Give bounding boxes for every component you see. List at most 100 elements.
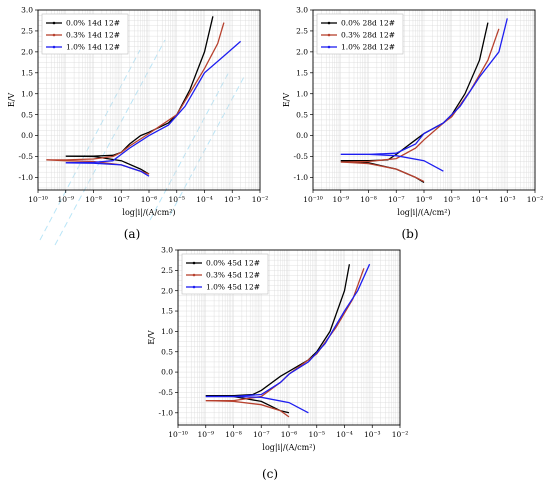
x-tick-label: 10⁻⁹	[57, 195, 74, 204]
y-tick-label: 0.5	[161, 347, 173, 356]
y-tick-label: 1.0	[161, 327, 173, 336]
x-tick-label: 10⁻⁴	[196, 195, 213, 204]
series-1-anodic-line	[65, 16, 214, 157]
y-tick-label: 1.0	[296, 89, 308, 98]
y-tick-label: -0.5	[19, 152, 34, 161]
x-axis-label: log|i|/(A/cm²)	[397, 208, 450, 217]
legend-marker	[52, 33, 56, 37]
legend-entry: 0.0% 28d 12#	[341, 19, 395, 28]
y-tick-label: -0.5	[159, 388, 174, 397]
panels: 10⁻¹⁰ 10⁻⁹ 10⁻⁸ 10⁻⁷ 10⁻⁶ 10⁻⁵ 10⁻⁴ 10⁻³ 10⁻² -1.…	[7, 6, 543, 481]
x-tick-label: 10⁻⁶	[281, 430, 298, 439]
panel-label: (c)	[262, 467, 278, 481]
legend-marker	[192, 273, 196, 277]
legend: 0.0% 28d 12# 0.3% 28d 12# 1.0% 28d 12#	[316, 13, 404, 55]
panel-label: (a)	[124, 227, 141, 241]
series-3-cathodic-line	[340, 153, 444, 172]
legend-marker	[327, 45, 331, 49]
legend-marker	[52, 45, 56, 49]
x-tick-label: 10⁻⁹	[332, 195, 349, 204]
y-axis-label: E/V	[7, 93, 16, 108]
y-tick-label: 0.5	[296, 110, 308, 119]
x-tick-label: 10⁻⁸	[360, 195, 377, 204]
series-2-cathodic-line	[340, 161, 425, 183]
series-2-anodic-line	[46, 22, 225, 161]
legend-entry: 0.0% 45d 12#	[206, 259, 260, 268]
x-tick-label: 10⁻²	[392, 430, 409, 439]
x-tick-label: 10⁻⁴	[336, 430, 353, 439]
x-tick-label: 10⁻³	[499, 195, 516, 204]
legend-marker	[192, 285, 196, 289]
x-tick-label: 10⁻⁵	[443, 195, 460, 204]
x-axis-label: log|i|/(A/cm²)	[262, 443, 315, 452]
y-tick-label: 1.5	[161, 307, 173, 316]
y-tick-label: 0.0	[161, 368, 173, 377]
y-tick-label: 1.5	[296, 68, 308, 77]
y-tick-label: 2.0	[21, 47, 33, 56]
y-tick-label: 3.0	[161, 246, 173, 255]
y-tick-label: -0.5	[294, 152, 309, 161]
y-tick-label: -1.0	[294, 173, 309, 182]
series-2-anodic-line	[205, 268, 365, 402]
legend-entry: 0.3% 14d 12#	[66, 31, 120, 40]
chart-panel-1: 10⁻¹⁰ 10⁻⁹ 10⁻⁸ 10⁻⁷ 10⁻⁶ 10⁻⁵ 10⁻⁴ 10⁻³ 10⁻² -1.…	[7, 6, 268, 241]
legend-entry: 1.0% 45d 12#	[206, 283, 260, 292]
legend: 0.0% 14d 12# 0.3% 14d 12# 1.0% 14d 12#	[41, 13, 129, 55]
series-3-cathodic-line	[65, 162, 150, 177]
series-3-cathodic-line	[205, 395, 309, 414]
y-axis-label: E/V	[147, 330, 156, 345]
x-tick-label: 10⁻³	[364, 430, 381, 439]
y-tick-label: 1.5	[21, 68, 33, 77]
y-tick-label: 3.0	[21, 6, 33, 15]
series-3-anodic-line	[340, 18, 508, 156]
x-tick-label: 10⁻⁴	[471, 195, 488, 204]
y-tick-label: -1.0	[159, 408, 174, 417]
legend-marker	[327, 21, 331, 25]
x-tick-label: 10⁻⁸	[85, 195, 102, 204]
panel-label: (b)	[401, 227, 418, 241]
legend-entry: 1.0% 28d 12#	[341, 43, 395, 52]
x-tick-label: 10⁻³	[224, 195, 241, 204]
legend-entry: 0.0% 14d 12#	[66, 19, 120, 28]
y-tick-label: 0.0	[21, 131, 33, 140]
y-tick-label: -1.0	[19, 173, 34, 182]
y-tick-label: 3.0	[296, 6, 308, 15]
series-2-anodic-line	[340, 28, 500, 163]
chart-panel-3: 10⁻¹⁰ 10⁻⁹ 10⁻⁸ 10⁻⁷ 10⁻⁶ 10⁻⁵ 10⁻⁴ 10⁻³ 10⁻² -1.…	[147, 246, 408, 481]
series-3-anodic-line	[205, 263, 371, 398]
x-tick-label: 10⁻⁶	[416, 195, 433, 204]
series-2-cathodic-line	[205, 399, 290, 418]
y-tick-label: 2.5	[161, 266, 173, 275]
y-tick-label: 2.0	[161, 286, 173, 295]
x-tick-label: 10⁻¹⁰	[168, 430, 188, 439]
legend-marker	[192, 261, 196, 265]
y-tick-label: 2.5	[296, 27, 308, 36]
x-tick-label: 10⁻⁷	[113, 195, 130, 204]
series-3-anodic-line	[65, 40, 242, 164]
x-tick-label: 10⁻⁹	[197, 430, 214, 439]
y-tick-label: 2.0	[296, 47, 308, 56]
series-1-cathodic-line	[340, 160, 425, 184]
x-tick-label: 10⁻¹⁰	[303, 195, 323, 204]
legend-entry: 1.0% 14d 12#	[66, 43, 120, 52]
series-1-anodic-line	[205, 264, 351, 397]
y-tick-label: 0.0	[296, 131, 308, 140]
x-tick-label: 10⁻⁵	[308, 430, 325, 439]
x-tick-label: 10⁻⁷	[253, 430, 270, 439]
x-tick-label: 10⁻⁵	[168, 195, 185, 204]
chart-panel-2: 10⁻¹⁰ 10⁻⁹ 10⁻⁸ 10⁻⁷ 10⁻⁶ 10⁻⁵ 10⁻⁴ 10⁻³ 10⁻² -1.…	[282, 6, 543, 241]
x-tick-label: 10⁻⁸	[225, 430, 242, 439]
x-tick-label: 10⁻¹⁰	[28, 195, 48, 204]
legend-entry: 0.3% 45d 12#	[206, 271, 260, 280]
legend-marker	[52, 21, 56, 25]
legend-entry: 0.3% 28d 12#	[341, 31, 395, 40]
x-axis-label: log|i|/(A/cm²)	[122, 208, 175, 217]
x-tick-label: 10⁻⁷	[388, 195, 405, 204]
y-tick-label: 2.5	[21, 27, 33, 36]
y-tick-label: 1.0	[21, 89, 33, 98]
x-tick-label: 10⁻²	[527, 195, 544, 204]
y-tick-label: 0.5	[21, 110, 33, 119]
legend: 0.0% 45d 12# 0.3% 45d 12# 1.0% 45d 12#	[181, 253, 269, 295]
legend-marker	[327, 33, 331, 37]
